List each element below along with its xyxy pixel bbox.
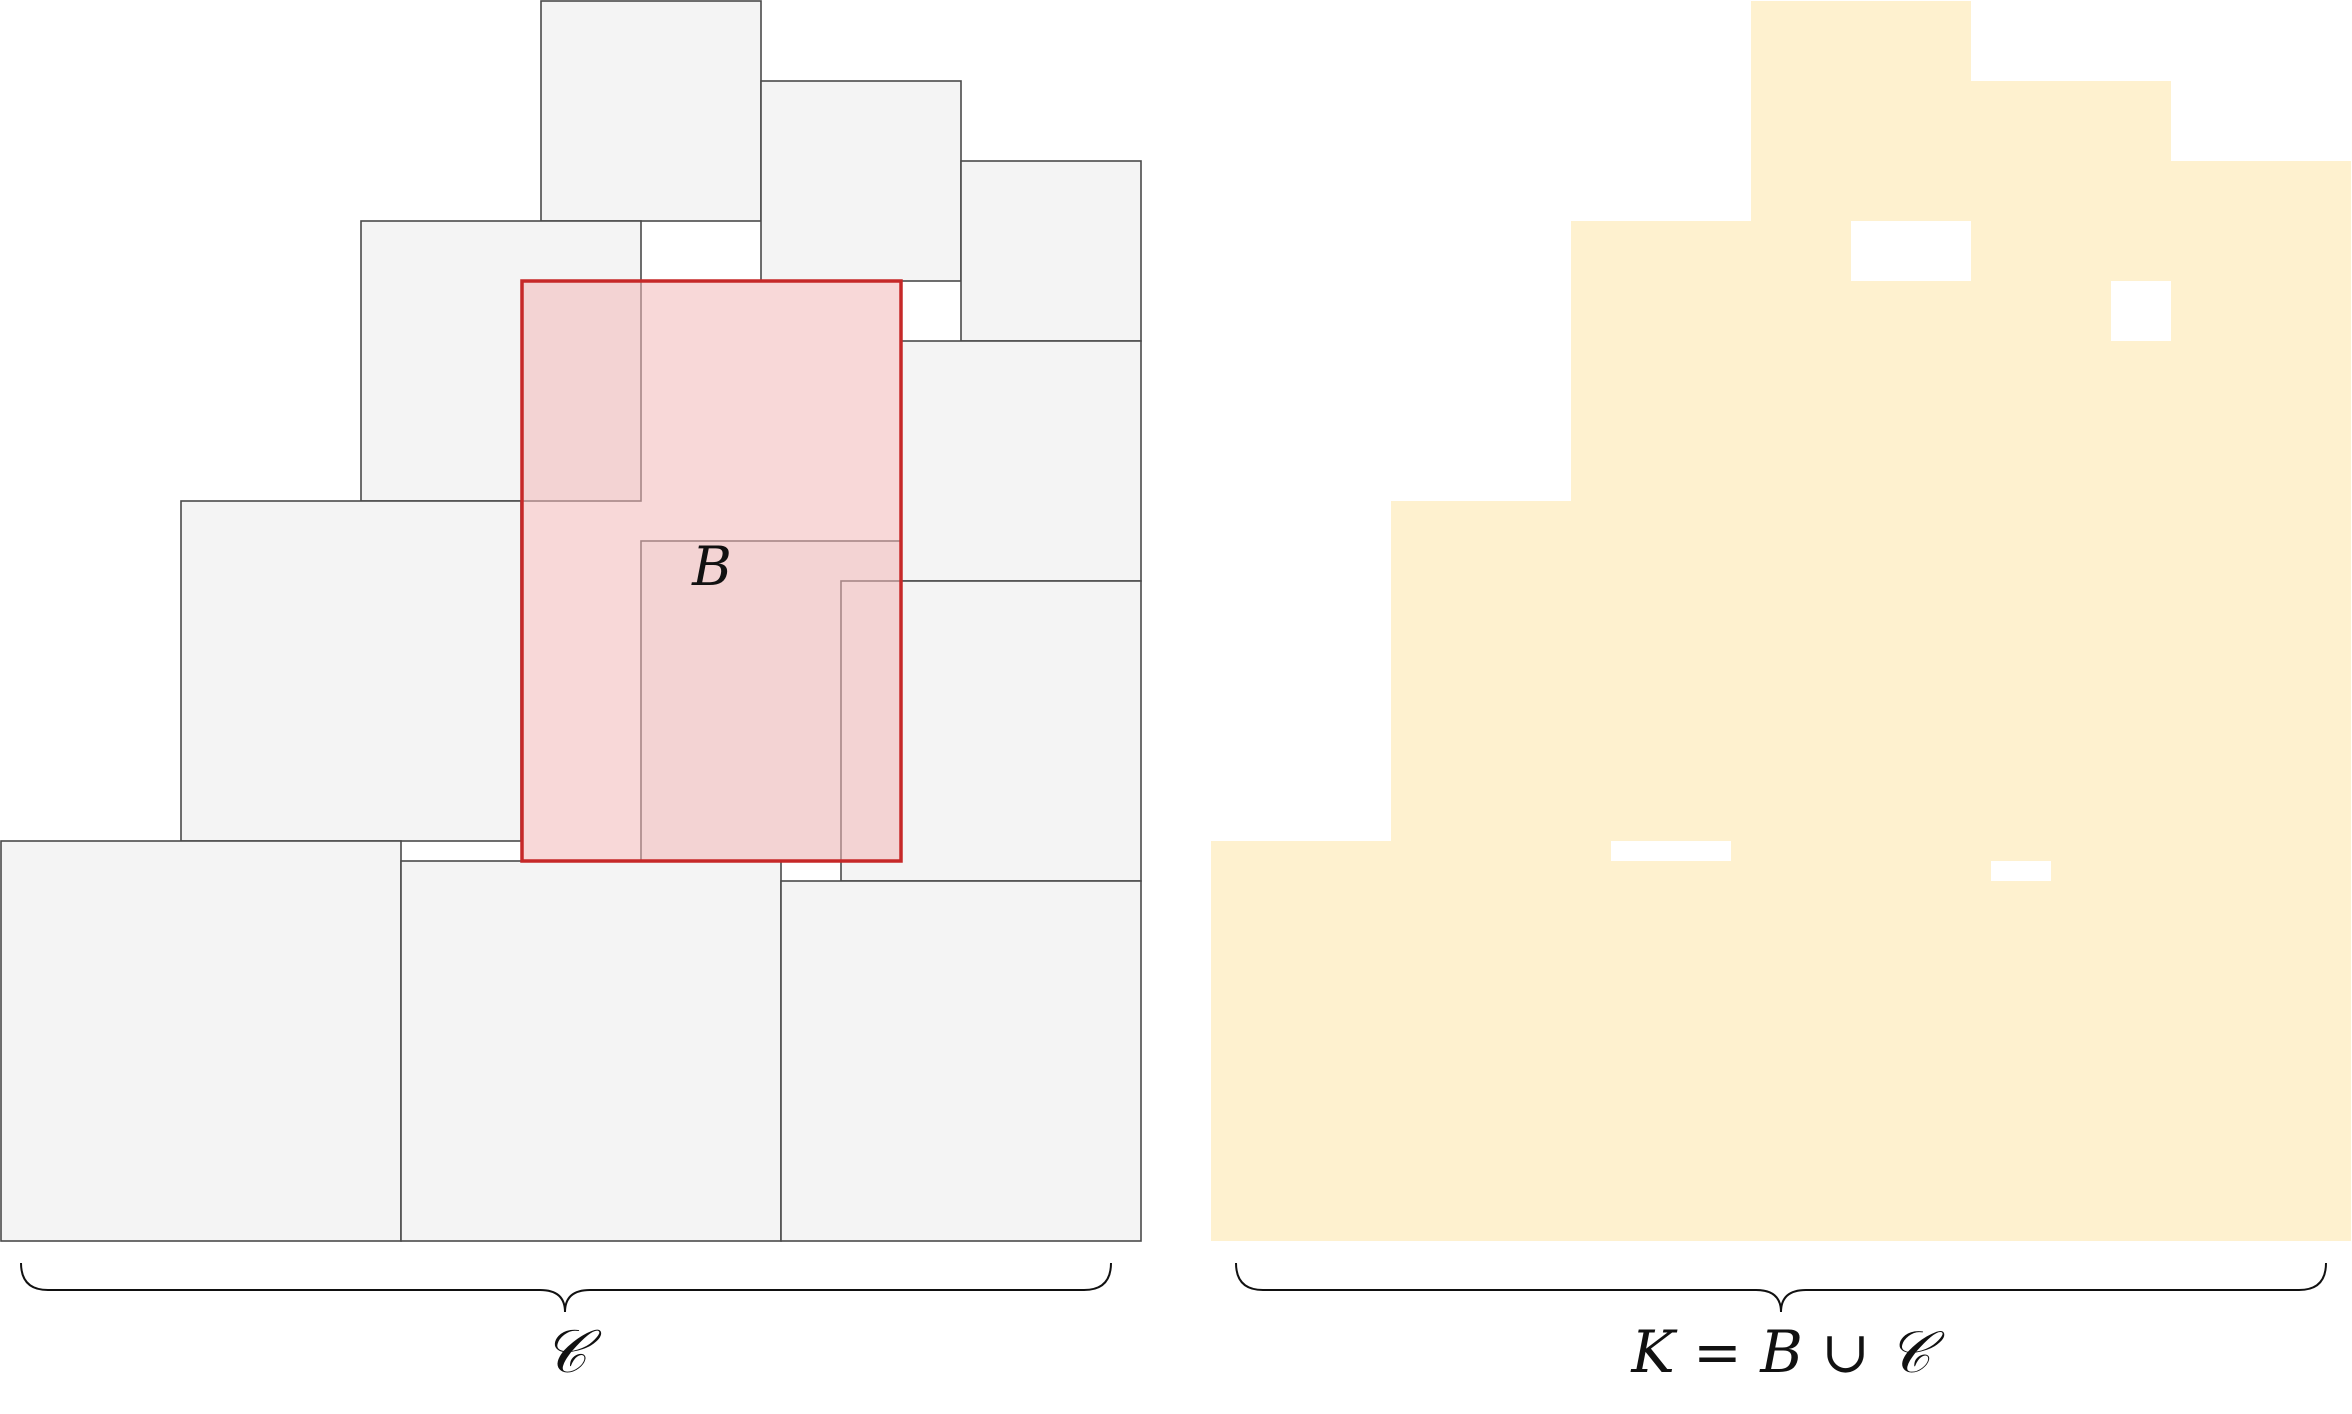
union-label: K = B ∪ 𝒞 [1630, 1318, 1945, 1386]
square-collection [0, 0, 1142, 1242]
square-bottom-center [400, 860, 782, 1242]
square-bottom-left [0, 840, 402, 1242]
square-far-right-top [960, 160, 1142, 342]
collection-brace [20, 1262, 1112, 1313]
union-region [1211, 1, 2351, 1241]
square-middle-left [180, 500, 522, 842]
union-brace [1235, 1262, 2327, 1313]
left-panel: B 𝒞 [0, 0, 1142, 1387]
collection-label: 𝒞 [543, 1317, 602, 1387]
block-b-label: B [691, 535, 732, 598]
right-panel: K = B ∪ 𝒞 [1211, 1, 2351, 1386]
square-bottom-right [780, 880, 1142, 1242]
square-top-right [760, 80, 962, 282]
block-b [520, 279, 903, 863]
square-top-center [540, 0, 762, 222]
square-right-middle-upper [900, 340, 1142, 582]
